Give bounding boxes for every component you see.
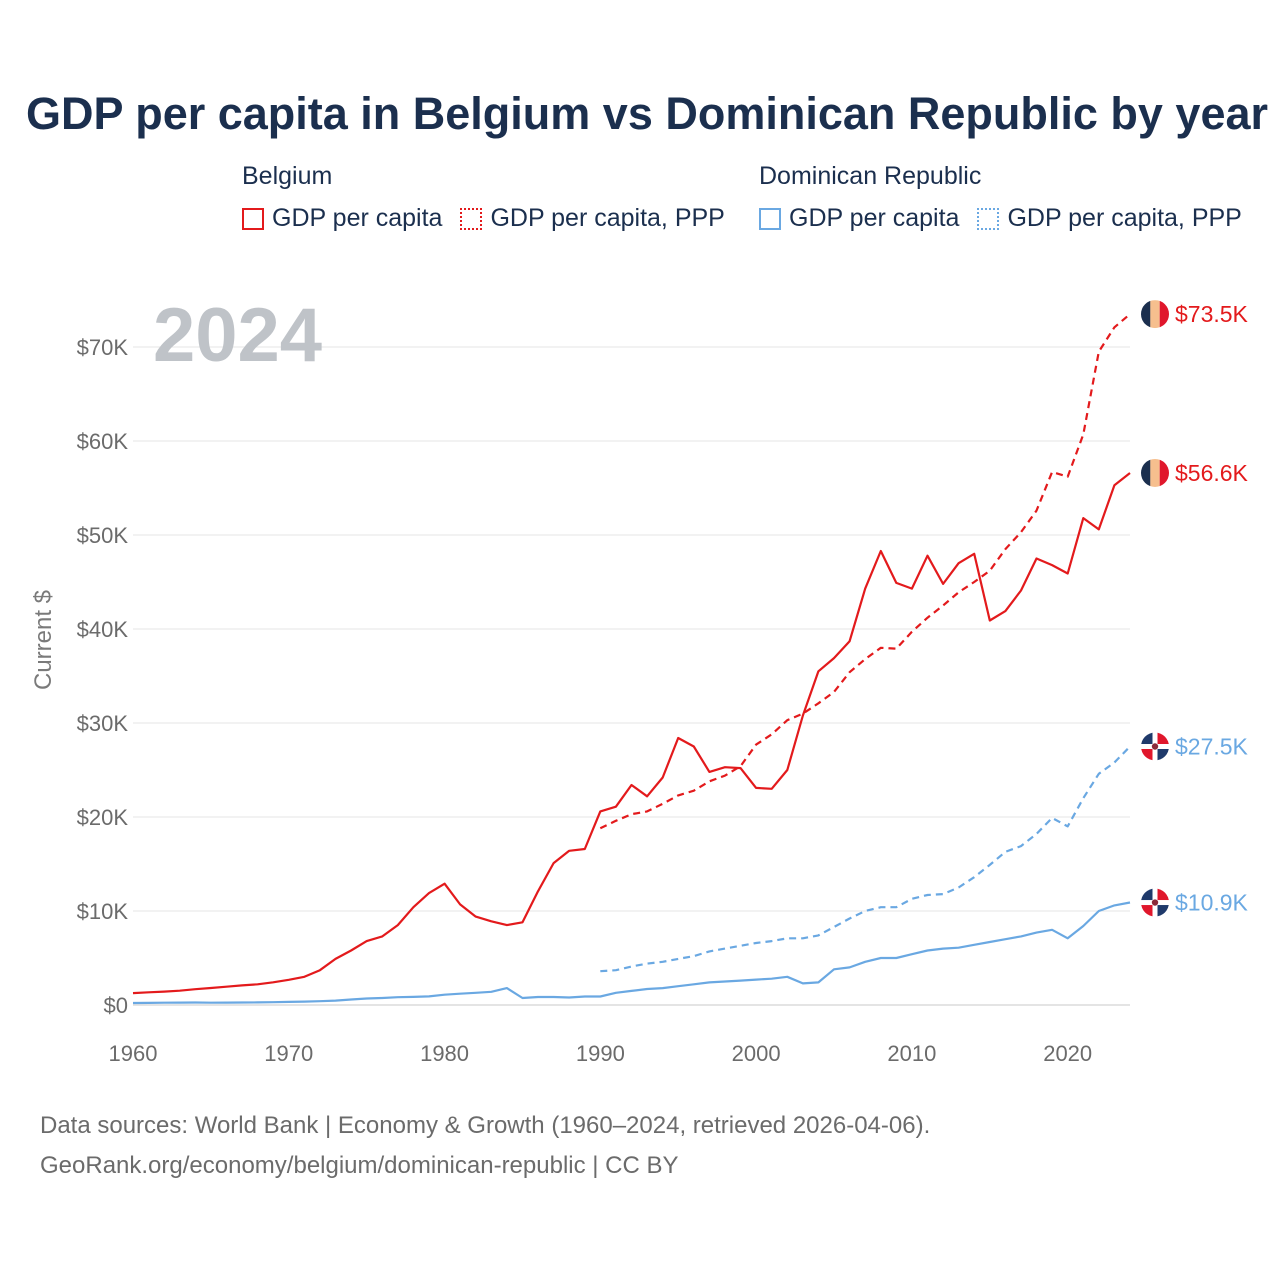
y-tick-label: $60K — [77, 429, 129, 454]
series-layer — [132, 313, 1131, 1005]
x-tick-label: 2010 — [887, 1041, 936, 1066]
legend-swatch-dotted-icon — [977, 207, 1000, 230]
legend-item-dr-gdp[interactable]: GDP per capita — [759, 204, 959, 233]
x-tick-label: 2020 — [1043, 1041, 1092, 1066]
legend-item-dr-gdp-ppp[interactable]: GDP per capita, PPP — [977, 204, 1242, 233]
legend-group-belgium: Belgium GDP per capita GDP per capita, P… — [242, 162, 743, 233]
sources-line-1: Data sources: World Bank | Economy & Gro… — [40, 1112, 931, 1139]
end-value-label: $27.5K — [1175, 734, 1249, 760]
legend-group-title-belgium: Belgium — [242, 162, 333, 190]
legend-item-belgium-gdp-ppp[interactable]: GDP per capita, PPP — [460, 204, 725, 233]
x-tick-label: 1970 — [264, 1041, 313, 1066]
x-tick-label: 1960 — [109, 1041, 158, 1066]
data-sources: Data sources: World Bank | Economy & Gro… — [40, 1106, 930, 1186]
end-value-label: $56.6K — [1175, 460, 1249, 486]
axis-layer: $0 $10K $20K $30K $40K $50K $60K $70K 1960 1970 19… — [30, 335, 1092, 1066]
x-tick-label: 2000 — [732, 1041, 781, 1066]
legend-label: GDP per capita, PPP — [490, 204, 725, 232]
grid-layer — [133, 346, 1130, 1006]
end-marker-layer: $73.5K $56.6K $27.5K $10.9K — [1141, 300, 1249, 917]
series-line-1[interactable] — [599, 313, 1131, 830]
y-tick-label: $40K — [77, 617, 129, 642]
y-tick-label: $30K — [77, 711, 129, 736]
legend-group-dominican-republic: Dominican Republic GDP per capita GDP pe… — [759, 162, 1260, 233]
x-tick-label: 1990 — [576, 1041, 625, 1066]
series-line-2[interactable] — [132, 901, 1131, 1005]
y-tick-label: $0 — [104, 993, 128, 1018]
legend-swatch-solid-icon — [759, 207, 781, 230]
end-value-label: $10.9K — [1175, 890, 1249, 916]
dominican-republic-flag-icon — [1141, 732, 1169, 761]
y-tick-label: $50K — [77, 523, 129, 548]
y-tick-label: $10K — [77, 899, 129, 924]
chart-title: GDP per capita in Belgium vs Dominican R… — [26, 88, 1269, 139]
belgium-flag-icon — [1141, 458, 1169, 487]
legend-label: GDP per capita — [272, 204, 443, 232]
y-axis-label: Current $ — [30, 590, 57, 690]
year-label: 2024 — [153, 293, 323, 378]
series-line-0[interactable] — [132, 472, 1131, 995]
sources-line-2[interactable]: GeoRank.org/economy/belgium/dominican-re… — [40, 1152, 679, 1179]
end-value-label: $73.5K — [1175, 301, 1249, 327]
legend-label: GDP per capita — [789, 204, 960, 232]
y-tick-label: $70K — [77, 335, 129, 360]
legend-item-belgium-gdp[interactable]: GDP per capita — [242, 204, 442, 233]
series-line-3[interactable] — [600, 745, 1131, 973]
dominican-republic-flag-icon — [1141, 888, 1169, 917]
legend-label: GDP per capita, PPP — [1007, 204, 1242, 232]
legend-swatch-solid-icon — [242, 207, 264, 230]
x-tick-label: 1980 — [420, 1041, 469, 1066]
legend-swatch-dotted-icon — [460, 207, 483, 230]
belgium-flag-icon — [1141, 300, 1169, 329]
y-tick-label: $20K — [77, 805, 129, 830]
legend-group-title-dominican-republic: Dominican Republic — [759, 162, 982, 190]
